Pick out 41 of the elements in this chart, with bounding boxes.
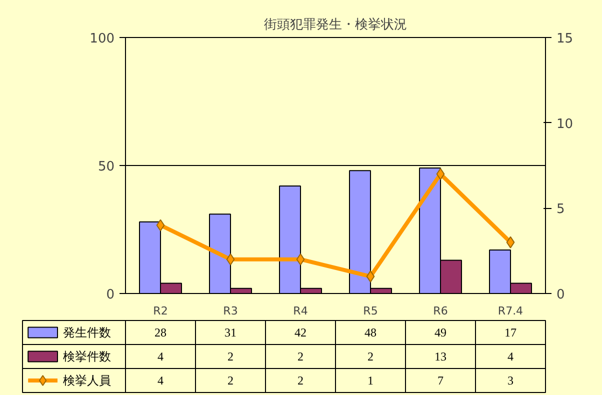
data-label: 1	[368, 374, 374, 388]
point	[226, 253, 235, 266]
x-tick-label: R5	[363, 304, 378, 318]
y-tick-label: 50	[98, 160, 115, 174]
data-label: 3	[508, 374, 514, 388]
y2-tick-label: 15	[556, 32, 574, 46]
x-tick-label: R3	[223, 304, 238, 318]
data-label: 48	[364, 326, 376, 340]
data-label: 4	[158, 374, 164, 388]
point	[156, 219, 165, 232]
data-label: 4	[158, 350, 164, 364]
y2-tick-label: 10	[556, 116, 574, 132]
data-label: 49	[434, 326, 446, 340]
data-label: 7	[438, 374, 444, 388]
data-label: 2	[368, 350, 374, 364]
y-tick-label: 0	[106, 288, 115, 302]
legend-label: 検挙件数	[63, 350, 112, 364]
data-label: 28	[154, 326, 166, 340]
data-label: 13	[434, 350, 446, 364]
x-tick-label: R2	[153, 304, 168, 318]
point	[436, 168, 445, 180]
point	[506, 236, 515, 248]
data-label: 17	[504, 326, 516, 340]
y2-tick-label: 0	[556, 288, 565, 302]
point	[296, 253, 305, 266]
data-label: 2	[228, 374, 234, 388]
data-label: 4	[508, 350, 514, 364]
x-tick-label: R4	[293, 304, 308, 318]
data-label: 42	[294, 326, 306, 340]
legend-label: 発生件数	[63, 326, 112, 340]
y-tick-label: 100	[90, 32, 115, 46]
x-tick-label: R7.4	[498, 304, 524, 318]
point	[366, 270, 375, 282]
y2-tick-label: 5	[556, 202, 565, 218]
legend-label: 検挙人員	[63, 374, 112, 388]
x-tick-label: R6	[433, 304, 448, 318]
chart-title: 街頭犯罪発生・検挙状況	[264, 18, 407, 32]
data-label: 2	[298, 350, 304, 364]
data-label: 31	[224, 326, 236, 340]
data-label: 2	[228, 350, 234, 364]
data-label: 2	[298, 374, 304, 388]
